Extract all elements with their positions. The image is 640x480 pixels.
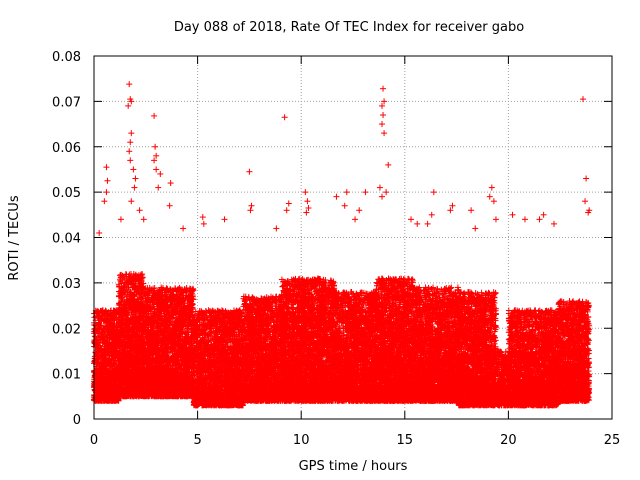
y-tick-label: 0.02	[52, 322, 81, 337]
chart-title: Day 088 of 2018, Rate Of TEC Index for r…	[174, 20, 524, 35]
y-tick-label: 0	[73, 413, 81, 428]
data-points	[91, 81, 592, 408]
y-tick-label: 0.01	[52, 368, 81, 383]
y-tick-label: 0.07	[52, 95, 81, 110]
x-tick-label: 20	[500, 433, 517, 448]
y-tick-label: 0.03	[52, 277, 81, 292]
y-tick-label: 0.05	[52, 186, 81, 201]
x-tick-label: 10	[293, 433, 310, 448]
y-tick-label: 0.06	[52, 141, 81, 156]
x-tick-label: 25	[604, 433, 621, 448]
x-tick-label: 5	[193, 433, 201, 448]
y-tick-label: 0.08	[52, 50, 81, 65]
y-tick-label: 0.04	[52, 232, 81, 247]
x-tick-label: 15	[397, 433, 414, 448]
x-tick-label: 0	[90, 433, 98, 448]
